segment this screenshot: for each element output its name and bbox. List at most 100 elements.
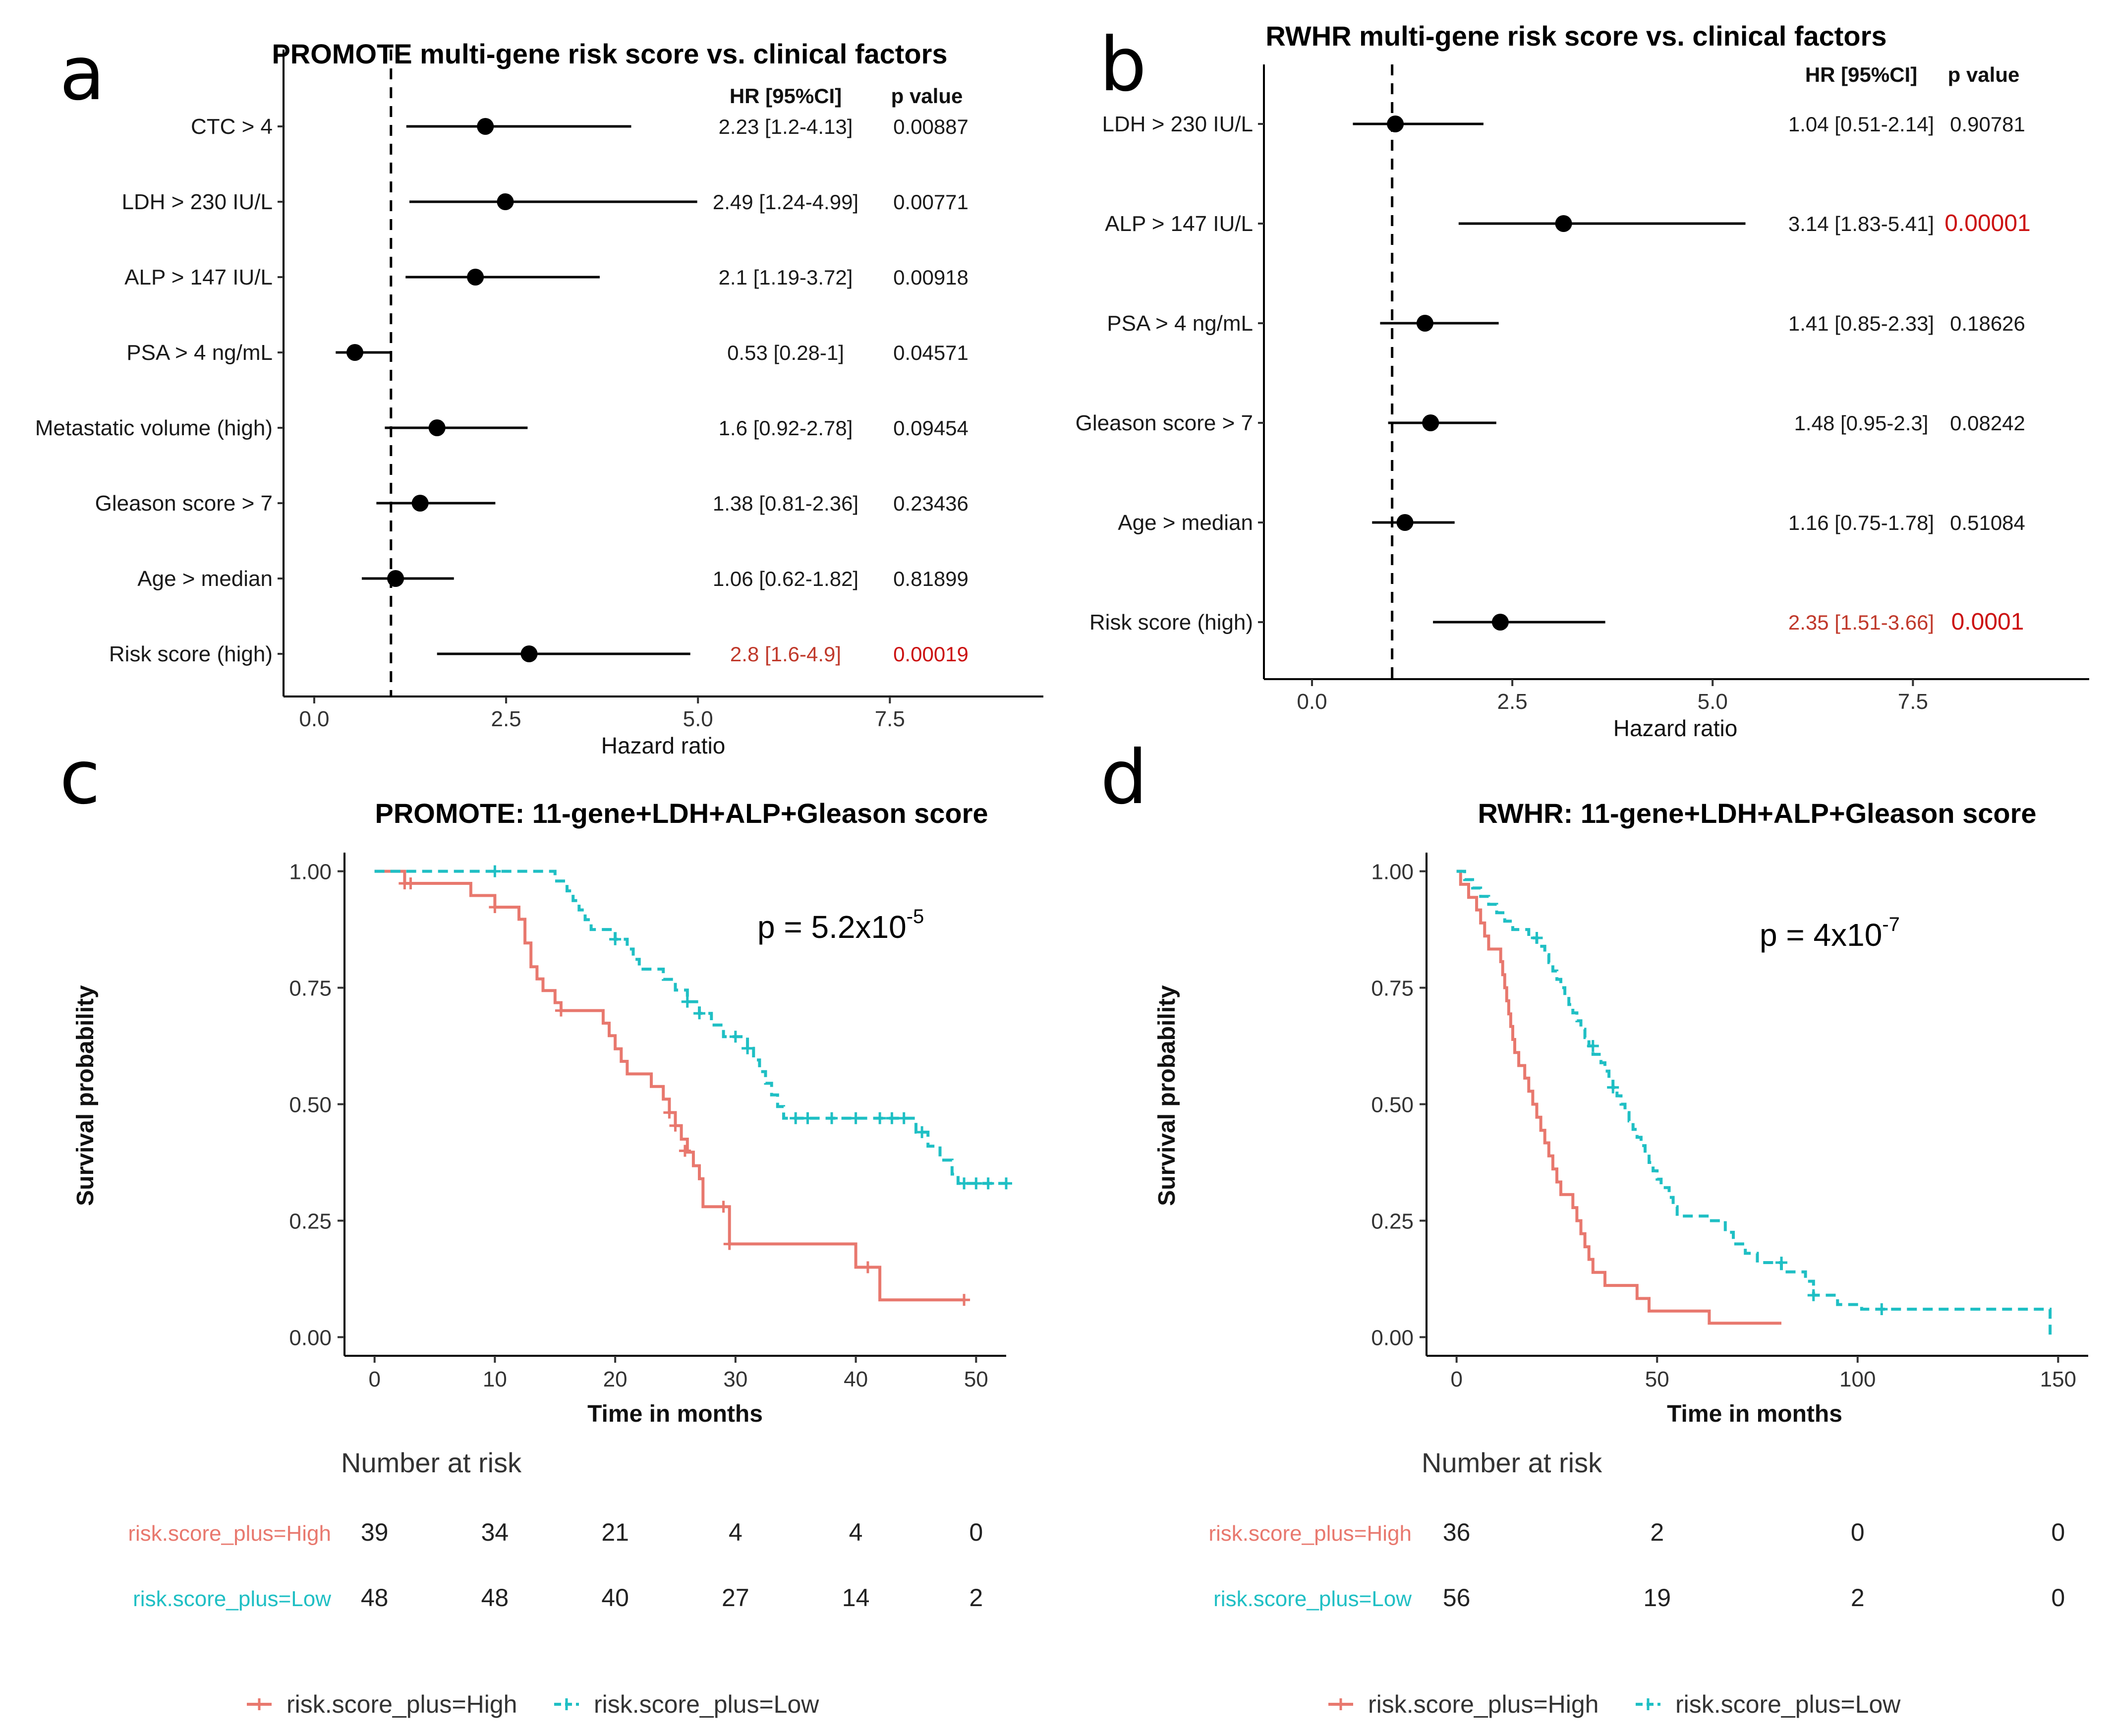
forest-a-row-label: Risk score (high) — [109, 642, 273, 666]
forest-a-hr-text: 0.53 [0.28-1] — [727, 341, 844, 364]
panel-b: b RWHR multi-gene risk score vs. clinica… — [1076, 20, 2089, 741]
forest-a-hr-point — [387, 570, 404, 587]
km-c-risk-value: 2 — [969, 1584, 983, 1612]
km-d-risk-value: 56 — [1443, 1584, 1471, 1612]
forest-a-p-text: 0.00771 — [893, 190, 969, 214]
forest-b-hr-text: 2.35 [1.51-3.66] — [1788, 611, 1934, 634]
forest-b-x-tick-label: 7.5 — [1898, 690, 1928, 714]
km-c-risk-value: 14 — [842, 1584, 870, 1612]
forest-b-hr-point — [1416, 315, 1433, 332]
km-d-risk-value: 36 — [1443, 1518, 1471, 1546]
forest-a-title: PROMOTE multi-gene risk score vs. clinic… — [272, 38, 947, 69]
km-c-plot: 0.00 0.25 0.50 0.75 1.00 0 10 20 30 40 50 — [289, 853, 1012, 1391]
km-d-y-tick-label: 0.75 — [1371, 977, 1414, 1001]
km-c-y-tick-label: 0.50 — [289, 1093, 332, 1117]
forest-b-hr-text: 1.16 [0.75-1.78] — [1788, 511, 1934, 534]
km-d-y-tick-label: 0.50 — [1371, 1093, 1414, 1117]
km-d-y-tick-label: 0.00 — [1371, 1326, 1414, 1350]
km-d-legend-label: risk.score_plus=High — [1368, 1690, 1598, 1718]
km-c-x-tick-label: 10 — [483, 1367, 507, 1391]
km-d-risk-table: risk.score_plus=High 36 2 0 0 risk.score_plus… — [1208, 1518, 2065, 1612]
forest-a-x-tick-label: 2.5 — [491, 707, 521, 731]
forest-a-p-text: 0.23436 — [893, 492, 969, 515]
km-d-x-tick-label: 150 — [2040, 1367, 2076, 1391]
forest-b-x-tick-label: 0.0 — [1297, 690, 1327, 714]
km-c-legend-label: risk.score_plus=Low — [594, 1690, 819, 1718]
km-d-risk-value: 19 — [1643, 1584, 1671, 1612]
forest-b-p-header: p value — [1948, 63, 2020, 86]
forest-b-row-label: ALP > 147 IU/L — [1105, 212, 1253, 236]
forest-b-p-text: 0.90781 — [1950, 113, 2025, 136]
km-d-risk-row-label: risk.score_plus=Low — [1213, 1587, 1412, 1611]
forest-a-p-text: 0.04571 — [893, 341, 969, 364]
forest-a-row-label: Age > median — [137, 567, 273, 591]
forest-b-xlabel: Hazard ratio — [1613, 715, 1738, 741]
km-d-risk-value: 0 — [2051, 1584, 2065, 1612]
forest-a-x-tick-label: 5.0 — [683, 707, 713, 731]
km-c-x-tick-label: 0 — [368, 1367, 380, 1391]
forest-a-hr-header: HR [95%CI] — [730, 84, 842, 108]
km-c-x-tick-label: 20 — [603, 1367, 628, 1391]
km-d-legend: risk.score_plus=High risk.score_plus=Low — [1328, 1690, 1901, 1718]
km-c-risk-value: 0 — [969, 1518, 983, 1546]
km-c-legend: risk.score_plus=High risk.score_plus=Low — [247, 1690, 819, 1718]
forest-a-hr-point — [497, 193, 514, 210]
km-d-risk-value: 0 — [1851, 1518, 1865, 1546]
km-c-risk-value: 21 — [601, 1518, 629, 1546]
km-c-x-tick-label: 30 — [723, 1367, 747, 1391]
km-c-risk-value: 48 — [361, 1584, 389, 1612]
forest-b-hr-header: HR [95%CI] — [1805, 63, 1917, 86]
km-c-y-tick-label: 0.00 — [289, 1326, 332, 1350]
forest-a-hr-point — [346, 344, 364, 361]
forest-a-hr-point — [411, 495, 429, 512]
km-c-y-tick-label: 0.75 — [289, 977, 332, 1001]
forest-b-hr-point — [1491, 614, 1509, 631]
forest-a-hr-text: 2.49 [1.24-4.99] — [713, 190, 858, 214]
km-d-y-tick-label: 1.00 — [1371, 860, 1414, 884]
km-d-plot: 0.00 0.25 0.50 0.75 1.00 0 50 100 150 — [1371, 853, 2088, 1391]
km-d-x-tick-label: 100 — [1839, 1367, 1876, 1391]
km-d-xlabel: Time in months — [1667, 1401, 1842, 1427]
forest-b-row-label: Age > median — [1118, 511, 1253, 535]
forest-a-plot: 0.0 2.5 5.0 7.5 CTC > 4 2.23 [1.2-4.13] 0.0088… — [35, 50, 1043, 731]
forest-a-p-text: 0.00918 — [893, 266, 969, 289]
km-d-curve-high — [1456, 869, 1781, 1325]
forest-b-row-label: Gleason score > 7 — [1076, 411, 1253, 435]
forest-b-hr-point — [1387, 116, 1404, 132]
panel-letter-a: a — [59, 31, 105, 117]
km-d-pvalue: p = 4x10-7 — [1760, 914, 1900, 953]
forest-b-p-text: 0.18626 — [1950, 312, 2025, 335]
forest-a-p-text: 0.00019 — [893, 642, 969, 666]
forest-b-hr-text: 3.14 [1.83-5.41] — [1788, 212, 1934, 235]
forest-a-x-tick-label: 7.5 — [875, 707, 905, 731]
km-c-risk-value: 4 — [729, 1518, 742, 1546]
km-d-pvalue-exponent: -7 — [1882, 914, 1900, 935]
km-c-y-tick-label: 0.25 — [289, 1209, 332, 1233]
km-c-pvalue-base: p = 5.2x10 — [757, 909, 907, 945]
km-d-title: RWHR: 11-gene+LDH+ALP+Gleason score — [1478, 798, 2036, 829]
km-d-ylabel: Survival probability — [1154, 985, 1180, 1206]
forest-a-hr-point — [477, 118, 494, 135]
panel-letter-d: d — [1100, 735, 1147, 821]
km-d-risk-value: 0 — [2051, 1518, 2065, 1546]
km-c-risk-table: risk.score_plus=High 39 34 21 4 4 0risk.score_… — [128, 1518, 983, 1612]
km-d-risk-value: 2 — [1851, 1584, 1865, 1612]
panel-d: d RWHR: 11-gene+LDH+ALP+Gleason score Su… — [1100, 735, 2088, 1718]
forest-a-hr-text: 2.23 [1.2-4.13] — [719, 115, 853, 138]
forest-a-hr-text: 2.1 [1.19-3.72] — [719, 266, 853, 289]
km-c-risk-value: 48 — [481, 1584, 509, 1612]
forest-a-row-label: CTC > 4 — [191, 115, 273, 139]
forest-b-hr-point — [1396, 514, 1414, 531]
forest-a-p-text: 0.81899 — [893, 567, 969, 590]
km-d-x-tick-label: 50 — [1645, 1367, 1669, 1391]
km-c-y-tick-label: 1.00 — [289, 860, 332, 884]
km-c-risk-value: 34 — [481, 1518, 509, 1546]
forest-b-hr-text: 1.41 [0.85-2.33] — [1788, 312, 1934, 335]
km-d-risk-row-label: risk.score_plus=High — [1208, 1521, 1412, 1546]
km-c-xlabel: Time in months — [587, 1401, 763, 1427]
forest-b-x-tick-label: 2.5 — [1497, 690, 1528, 714]
forest-b-plot: 0.0 2.5 5.0 7.5 LDH > 230 IU/L 1.04 [0.51-2.1… — [1076, 64, 2089, 714]
panel-c: c PROMOTE: 11-gene+LDH+ALP+Gleason score… — [59, 735, 1012, 1718]
